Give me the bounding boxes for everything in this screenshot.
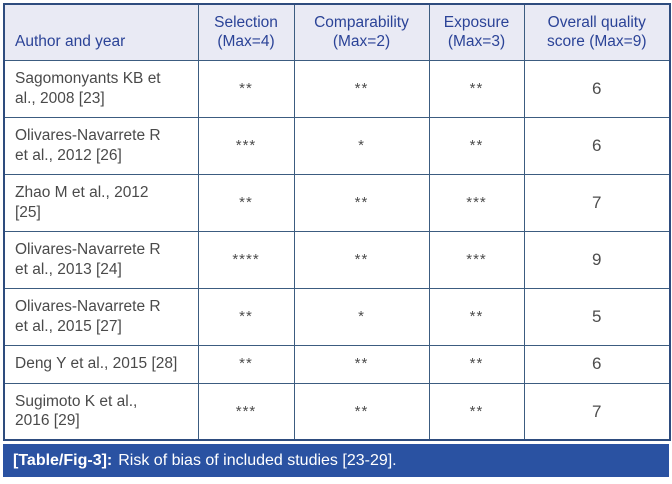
- author-cell: Olivares-Navarrete R et al., 2013 [24]: [3, 230, 199, 289]
- overall-score: 6: [523, 344, 671, 384]
- exposure-stars: ***: [428, 173, 525, 232]
- table-row: Olivares-Navarrete R et al., 2013 [24] *…: [3, 230, 671, 289]
- author-cell: Deng Y et al., 2015 [28]: [3, 344, 199, 384]
- comparability-stars: **: [293, 382, 430, 441]
- overall-score: 6: [523, 59, 671, 118]
- column-header-exposure: Exposure (Max=3): [428, 3, 525, 61]
- selection-stars: **: [197, 344, 295, 384]
- selection-stars: **: [197, 287, 295, 346]
- overall-score: 6: [523, 116, 671, 175]
- column-header-author-and-year: Author and year: [3, 3, 199, 61]
- exposure-stars: **: [428, 116, 525, 175]
- selection-stars: ***: [197, 116, 295, 175]
- author-cell: Olivares-Navarrete R et al., 2015 [27]: [3, 287, 199, 346]
- table-row: Zhao M et al., 2012 [25] ** ** *** 7: [3, 173, 671, 232]
- comparability-stars: *: [293, 116, 430, 175]
- overall-score: 7: [523, 382, 671, 441]
- comparability-stars: **: [293, 59, 430, 118]
- column-header-comparability: Comparability (Max=2): [293, 3, 430, 61]
- table-row: Olivares-Navarrete R et al., 2015 [27] *…: [3, 287, 671, 346]
- table-row: Olivares-Navarrete R et al., 2012 [26] *…: [3, 116, 671, 175]
- column-header-selection: Selection (Max=4): [197, 3, 295, 61]
- comparability-stars: **: [293, 230, 430, 289]
- exposure-stars: ***: [428, 230, 525, 289]
- table-row: Sagomonyants KB et al., 2008 [23] ** ** …: [3, 59, 671, 118]
- caption-text: Risk of bias of included studies [23-29]…: [118, 451, 397, 469]
- column-header-overall-quality-score: Overall quality score (Max=9): [523, 3, 671, 61]
- selection-stars: **: [197, 173, 295, 232]
- exposure-stars: **: [428, 59, 525, 118]
- comparability-stars: *: [293, 287, 430, 346]
- caption-label: [Table/Fig-3]:: [13, 451, 113, 469]
- overall-score: 5: [523, 287, 671, 346]
- author-cell: Sagomonyants KB et al., 2008 [23]: [3, 59, 199, 118]
- author-cell: Olivares-Navarrete R et al., 2012 [26]: [3, 116, 199, 175]
- author-cell: Zhao M et al., 2012 [25]: [3, 173, 199, 232]
- table-caption: [Table/Fig-3]: Risk of bias of included …: [3, 444, 669, 477]
- exposure-stars: **: [428, 287, 525, 346]
- overall-score: 7: [523, 173, 671, 232]
- comparability-stars: **: [293, 173, 430, 232]
- header-row: Author and year Selection (Max=4) Compar…: [3, 3, 671, 61]
- table-row: Sugimoto K et al., 2016 [29] *** ** ** 7: [3, 382, 671, 441]
- exposure-stars: **: [428, 344, 525, 384]
- selection-stars: **: [197, 59, 295, 118]
- selection-stars: ****: [197, 230, 295, 289]
- exposure-stars: **: [428, 382, 525, 441]
- risk-of-bias-table: Author and year Selection (Max=4) Compar…: [3, 3, 671, 441]
- author-cell: Sugimoto K et al., 2016 [29]: [3, 382, 199, 441]
- comparability-stars: **: [293, 344, 430, 384]
- table-row: Deng Y et al., 2015 [28] ** ** ** 6: [3, 344, 671, 384]
- selection-stars: ***: [197, 382, 295, 441]
- overall-score: 9: [523, 230, 671, 289]
